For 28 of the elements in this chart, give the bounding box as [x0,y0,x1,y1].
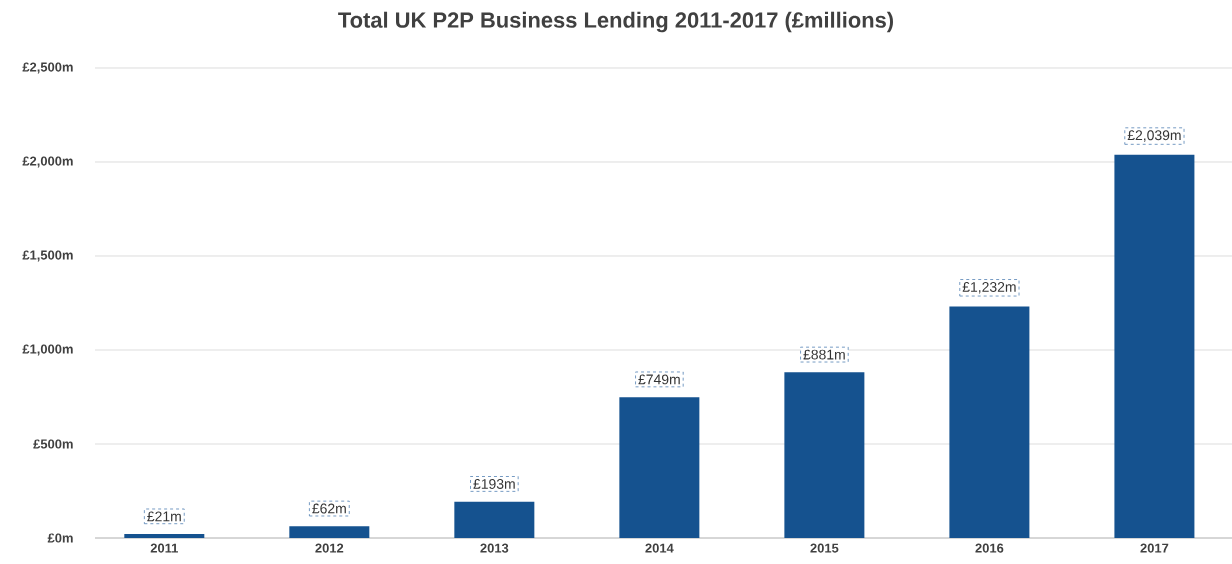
x-tick-label: 2014 [645,543,674,553]
bar [949,306,1030,538]
data-label: £193m [473,478,515,489]
bar [454,501,535,538]
y-tick-label: £2,000m [22,156,73,168]
y-tick-label: £1,000m [22,344,73,356]
data-label: £749m [638,374,680,385]
x-tick-label: 2012 [315,543,344,553]
data-label: £21m [147,511,181,522]
data-label: £62m [312,503,346,514]
data-label: £2,039m [1127,130,1181,142]
x-tick-label: 2017 [1140,543,1169,553]
bar [124,534,205,538]
chart-title: Total UK P2P Business Lending 2011-2017 (£millions) [338,11,893,33]
y-tick-label: £2,500m [22,62,73,74]
x-tick-label: 2015 [810,543,839,553]
x-tick-label: 2011 [150,543,178,553]
y-tick-label: £500m [33,439,73,449]
x-tick-label: 2016 [975,543,1004,553]
bar [1114,154,1195,538]
bar [289,526,370,538]
data-label: £1,232m [962,282,1016,294]
y-tick-label: £1,500m [22,250,73,262]
data-label: £881m [803,349,845,360]
bar [784,372,865,538]
y-tick-label: £0m [47,533,73,543]
bar [619,397,700,538]
x-tick-label: 2013 [480,543,509,553]
